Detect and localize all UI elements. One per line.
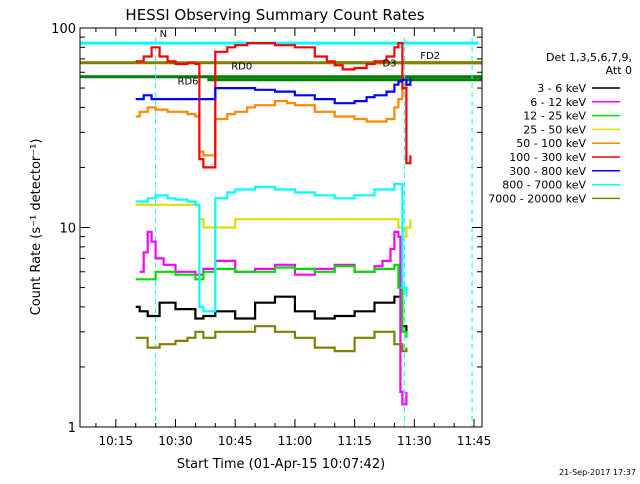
series-line-2 <box>139 230 408 406</box>
series-line-3 <box>135 263 408 338</box>
annotation-d3: D3 <box>382 59 396 70</box>
series-line-9 <box>135 325 408 353</box>
series-line-5 <box>135 79 412 157</box>
annotation-rd0: RD0 <box>231 61 252 72</box>
legend-label-4: 25 - 50 keV <box>523 123 586 136</box>
footer-date: 21-Sep-2017 17:37 <box>559 468 636 477</box>
legend-label-3: 12 - 25 keV <box>523 110 586 123</box>
y-tick-label-2: 10 <box>59 222 76 237</box>
legend-label-2: 6 - 12 keV <box>530 96 586 109</box>
x-tick-label-1: 10:15 <box>99 434 134 448</box>
legend-label-6: 100 - 300 keV <box>509 151 586 164</box>
series-line-7 <box>135 78 412 105</box>
y-tick-label-1: 1 <box>68 421 76 436</box>
y-axis-label: Count Rate (s⁻¹ detector⁻¹) <box>29 139 44 316</box>
x-tick-label-3: 10:45 <box>218 434 253 448</box>
legend-label-8: 800 - 7000 keV <box>502 179 586 192</box>
series-line-8 <box>135 183 408 313</box>
legend-label-7: 300 - 800 keV <box>509 165 586 178</box>
x-tick-label-2: 10:30 <box>158 434 193 448</box>
legend-header-2: Att 0 <box>606 64 632 77</box>
series-lines <box>135 42 412 406</box>
x-tick-label-4: 11:00 <box>278 434 313 448</box>
x-tick-label-5: 11:15 <box>337 434 372 448</box>
y-tick-label-3: 100 <box>51 22 76 37</box>
legend-label-9: 7000 - 20000 keV <box>488 192 586 205</box>
annotation-fd2: FD2 <box>420 51 440 62</box>
x-axis-label: Start Time (01-Apr-15 10:07:42) <box>177 457 385 472</box>
annotation-n: N <box>160 29 167 40</box>
series-line-1 <box>135 295 408 332</box>
annotation-rd6: RD6 <box>178 77 199 88</box>
vertical-markers <box>155 38 473 427</box>
axes: 10:15 10:30 10:45 11:00 11:15 11:30 11:45 1 10 10… <box>51 22 491 448</box>
legend-label-1: 3 - 6 keV <box>537 82 586 95</box>
level-lines <box>80 41 482 82</box>
annotations: N RD6 RD0 D3 FD2 <box>160 29 441 88</box>
legend-label-5: 50 - 100 keV <box>516 137 586 150</box>
x-tick-label-6: 11:30 <box>397 434 432 448</box>
legend-header-1: Det 1,3,5,6,7,9, <box>546 51 632 64</box>
chart-title: HESSI Observing Summary Count Rates <box>125 6 424 24</box>
x-tick-label-7: 11:45 <box>457 434 492 448</box>
series-line-6 <box>135 42 412 169</box>
